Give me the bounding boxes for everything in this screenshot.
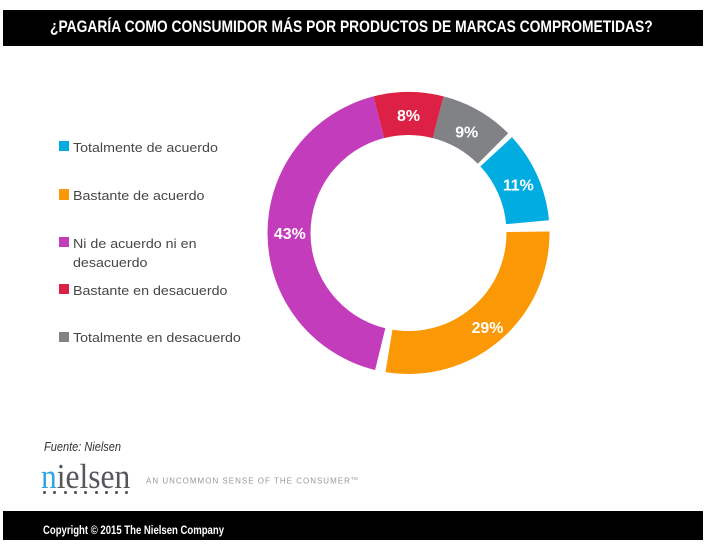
- svg-text:8%: 8%: [397, 108, 420, 125]
- svg-text:43%: 43%: [274, 226, 306, 243]
- svg-text:9%: 9%: [455, 125, 478, 142]
- svg-text:11%: 11%: [503, 178, 534, 195]
- svg-text:29%: 29%: [472, 320, 504, 337]
